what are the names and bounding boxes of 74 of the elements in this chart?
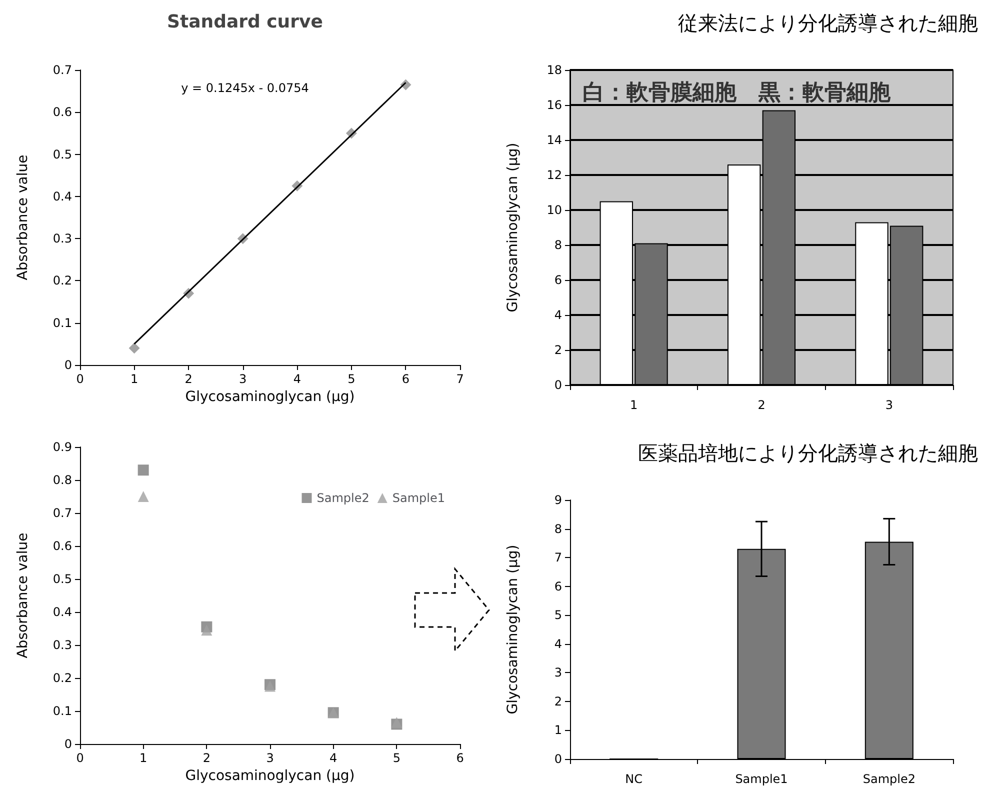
y-tick-label: 5	[554, 608, 562, 622]
x-axis-title: Glycosaminoglycan (µg)	[185, 388, 355, 405]
legend-label: Sample1	[392, 491, 446, 505]
y-tick-label: 10	[546, 203, 562, 217]
point	[138, 491, 149, 502]
y-tick-label: 0.6	[52, 105, 72, 120]
x-tick-label: 3	[266, 751, 274, 765]
point	[128, 342, 140, 354]
x-tick-label: 4	[330, 751, 338, 765]
annotation: 白：軟骨膜細胞 黒：軟骨細胞	[582, 80, 892, 106]
x-tick-label: 0	[76, 372, 84, 386]
x-tick-label: 3	[885, 398, 893, 412]
x-tick-label: 3	[239, 372, 247, 386]
y-tick-label: 0.7	[52, 63, 72, 77]
y-tick-label: 0.5	[52, 572, 72, 586]
x-tick-label: 2	[758, 398, 766, 412]
y-tick-label: 2	[554, 694, 562, 708]
x-tick-label: 5	[392, 751, 400, 765]
x-tick-label: 2	[184, 372, 192, 386]
y-axis-title: Glycosaminoglycan (µg)	[505, 544, 521, 714]
y-tick-label: 6	[554, 579, 562, 594]
y-tick-label: 0.3	[52, 232, 72, 246]
y-tick-label: 18	[546, 63, 562, 77]
point	[201, 624, 212, 636]
y-tick-label: 0.4	[52, 189, 72, 204]
legend-label: Sample2	[316, 491, 370, 505]
y-tick-label: 6	[554, 273, 562, 287]
x-tick-label: 2	[202, 751, 210, 765]
y-tick-label: 0.2	[52, 274, 72, 288]
x-tick-label: 7	[456, 372, 464, 386]
y-tick-label: 4	[554, 308, 562, 322]
y-tick-label: 7	[554, 550, 562, 565]
y-tick-label: 2	[554, 343, 562, 357]
x-tick-label: Sample2	[862, 772, 916, 786]
point	[138, 464, 149, 476]
y-tick-label: 0.8	[52, 473, 72, 487]
x-tick-label: 6	[402, 372, 410, 386]
y-tick-label: 0.2	[52, 671, 72, 685]
y-tick-label: 0.3	[52, 638, 72, 652]
chart-title: Standard curve	[167, 12, 323, 32]
y-tick-label: 14	[546, 133, 562, 147]
y-tick-label: 0	[64, 737, 72, 751]
y-axis-title: Glycosaminoglycan (µg)	[505, 142, 521, 312]
y-tick-label: 9	[554, 493, 562, 507]
chart-title: 従来法により分化誘導された細胞	[678, 11, 978, 35]
x-tick-label: 1	[140, 751, 148, 765]
y-tick-label: 0.7	[52, 506, 72, 520]
chart-title: 医薬品培地により分化誘導された細胞	[638, 441, 978, 465]
x-tick-label: 5	[348, 372, 356, 386]
y-tick-label: 1	[554, 723, 562, 738]
y-tick-label: 8	[554, 522, 562, 536]
y-tick-label: 12	[546, 168, 562, 182]
x-tick-label: NC	[625, 772, 643, 786]
x-tick-label: 1	[130, 372, 138, 386]
y-tick-label: 0.1	[52, 704, 72, 718]
x-tick-label: 6	[456, 751, 464, 765]
x-tick-label: Sample1	[735, 772, 788, 786]
x-tick-label: 0	[76, 751, 84, 765]
annotation: y = 0.1245x - 0.0754	[181, 81, 309, 95]
y-axis-title: Absorbance value	[15, 154, 31, 280]
y-tick-label: 16	[546, 98, 562, 112]
y-tick-label: 0.1	[52, 316, 72, 330]
y-tick-label: 8	[554, 238, 562, 252]
y-tick-label: 0.5	[52, 147, 72, 162]
y-tick-label: 0.4	[52, 605, 72, 619]
x-axis-title: Glycosaminoglycan (µg)	[185, 768, 355, 784]
y-tick-label: 3	[554, 666, 562, 680]
x-tick-label: 1	[630, 398, 638, 412]
y-tick-label: 0.6	[52, 539, 72, 553]
y-tick-label: 0	[64, 358, 72, 372]
y-axis-title: Absorbance value	[15, 532, 31, 658]
y-tick-label: 4	[554, 636, 562, 651]
x-tick-label: 4	[293, 372, 301, 386]
y-tick-label: 0.9	[52, 440, 72, 454]
